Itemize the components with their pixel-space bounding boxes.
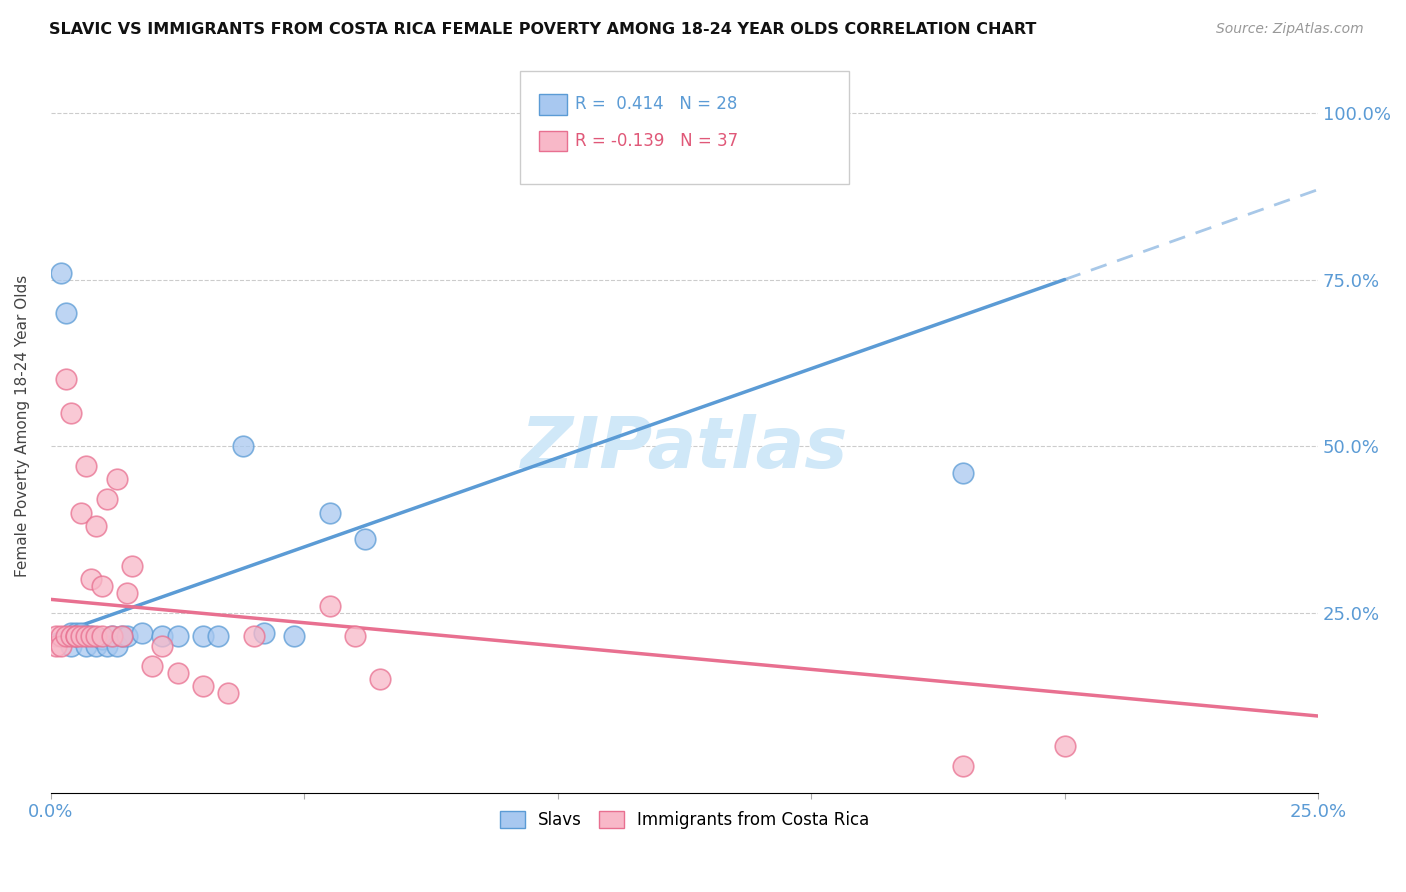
Point	[1053, 739, 1076, 753]
Point	[121, 559, 143, 574]
Point	[65, 625, 87, 640]
Point	[100, 629, 122, 643]
Point	[115, 629, 138, 643]
Point	[318, 599, 340, 613]
Point	[60, 406, 83, 420]
Point	[65, 629, 87, 643]
Point	[217, 686, 239, 700]
Point	[115, 585, 138, 599]
Point	[90, 629, 112, 643]
Point	[318, 506, 340, 520]
Point	[75, 629, 97, 643]
Point	[75, 629, 97, 643]
Point	[150, 629, 173, 643]
Point	[111, 629, 134, 643]
Point	[96, 492, 118, 507]
Y-axis label: Female Poverty Among 18-24 Year Olds: Female Poverty Among 18-24 Year Olds	[15, 275, 30, 577]
Point	[191, 629, 214, 643]
Point	[55, 629, 77, 643]
Point	[354, 533, 377, 547]
Bar	[538, 94, 567, 114]
Text: R =  0.414   N = 28: R = 0.414 N = 28	[575, 95, 738, 113]
Point	[80, 573, 103, 587]
Text: ZIPatlas: ZIPatlas	[520, 414, 848, 483]
Text: SLAVIC VS IMMIGRANTS FROM COSTA RICA FEMALE POVERTY AMONG 18-24 YEAR OLDS CORREL: SLAVIC VS IMMIGRANTS FROM COSTA RICA FEM…	[49, 22, 1036, 37]
Point	[105, 639, 128, 653]
Point	[45, 629, 67, 643]
Point	[952, 466, 974, 480]
Point	[370, 673, 392, 687]
Point	[90, 632, 112, 647]
Point	[283, 629, 305, 643]
Point	[60, 629, 83, 643]
Point	[70, 629, 93, 643]
Point	[75, 639, 97, 653]
Point	[253, 625, 276, 640]
Point	[105, 472, 128, 486]
Point	[86, 639, 108, 653]
Point	[80, 629, 103, 643]
Point	[952, 759, 974, 773]
Point	[166, 629, 188, 643]
Point	[141, 659, 163, 673]
Point	[343, 629, 366, 643]
Point	[75, 459, 97, 474]
Point	[55, 306, 77, 320]
Point	[49, 629, 72, 643]
Point	[90, 579, 112, 593]
Point	[70, 506, 93, 520]
Point	[49, 266, 72, 280]
Text: Source: ZipAtlas.com: Source: ZipAtlas.com	[1216, 22, 1364, 37]
Point	[60, 625, 83, 640]
Point	[150, 639, 173, 653]
Point	[65, 629, 87, 643]
Point	[166, 665, 188, 680]
Point	[86, 629, 108, 643]
Point	[131, 625, 153, 640]
Point	[242, 629, 264, 643]
Point	[232, 439, 254, 453]
Text: R = -0.139   N = 37: R = -0.139 N = 37	[575, 132, 738, 150]
Point	[55, 372, 77, 386]
Point	[60, 639, 83, 653]
Point	[49, 639, 72, 653]
Point	[86, 519, 108, 533]
Point	[100, 629, 122, 643]
Point	[70, 625, 93, 640]
Point	[191, 679, 214, 693]
FancyBboxPatch shape	[520, 70, 849, 185]
Legend: Slavs, Immigrants from Costa Rica: Slavs, Immigrants from Costa Rica	[494, 804, 876, 836]
Point	[80, 629, 103, 643]
Point	[65, 629, 87, 643]
Point	[207, 629, 229, 643]
Point	[111, 629, 134, 643]
Point	[45, 639, 67, 653]
Bar	[538, 131, 567, 152]
Point	[96, 639, 118, 653]
